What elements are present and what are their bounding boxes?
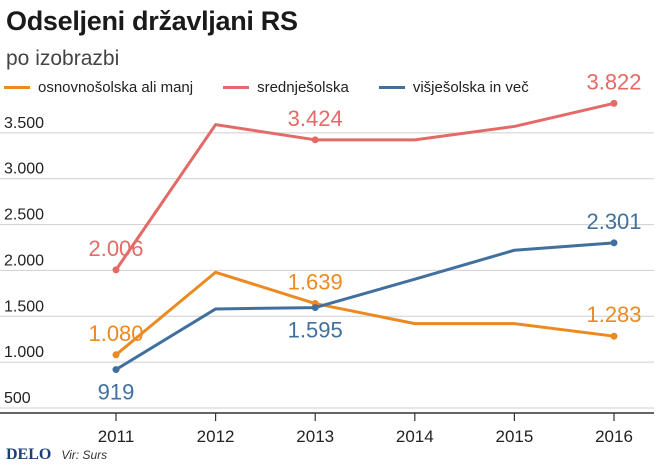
legend-label-osnovnosolska: osnovnošolska ali manj [38,79,194,96]
data-point [311,304,319,312]
data-label: 919 [98,380,135,405]
series-line-2 [115,241,615,371]
legend-item-srednjesolska: srednješolska [223,79,349,96]
legend-swatch-srednjesolska [223,86,250,89]
legend-swatch-osnovnosolska [4,86,30,89]
chart-subtitle: po izobrazbi [6,47,120,70]
y-tick-label: 3.000 [4,161,44,178]
data-label: 3.424 [288,106,343,131]
source-note: Vir: Surs [61,448,108,462]
x-tick-label: 2014 [396,427,434,446]
data-label: 2.301 [586,209,641,234]
data-point [112,266,120,274]
footer: DELO Vir: Surs [6,446,107,464]
legend-item-osnovnosolska: osnovnošolska ali manj [4,79,193,96]
data-label: 2.006 [88,236,143,261]
legend-label-visjesolska: višješolska in več [412,79,529,96]
series-line-0 [115,270,615,356]
x-tick-label: 2012 [197,427,235,446]
data-label: 3.822 [586,69,641,94]
x-tick-label: 2013 [296,427,334,446]
x-tick-label: 2016 [595,427,633,446]
data-label: 1.595 [288,318,343,343]
data-label: 1.639 [288,270,343,295]
y-tick-label: 1.000 [4,344,44,361]
data-point [311,136,319,144]
brand-logo: DELO [6,446,52,463]
x-tick-label: 2015 [495,427,533,446]
legend: osnovnošolska ali manj srednješolska viš… [4,79,529,96]
y-tick-label: 3.500 [4,115,44,132]
y-tick-label: 1.500 [4,298,44,315]
data-point [112,366,120,374]
data-label: 1.283 [586,302,641,327]
y-tick-label: 2.500 [4,207,44,224]
data-label: 1.080 [88,321,143,346]
y-tick-label: 500 [4,390,31,407]
data-point [610,239,618,247]
y-tick-label: 2.000 [4,252,44,269]
legend-item-visjesolska: višješolska in več [378,79,529,96]
legend-swatch-visjesolska [378,86,405,89]
data-point [112,351,120,359]
x-tick-label: 2011 [98,427,135,446]
data-point [610,99,618,107]
chart-title: Odseljeni državljani RS [6,6,298,36]
data-point [610,332,618,340]
legend-label-srednjesolska: srednješolska [257,79,349,96]
series-line-1 [114,101,615,271]
